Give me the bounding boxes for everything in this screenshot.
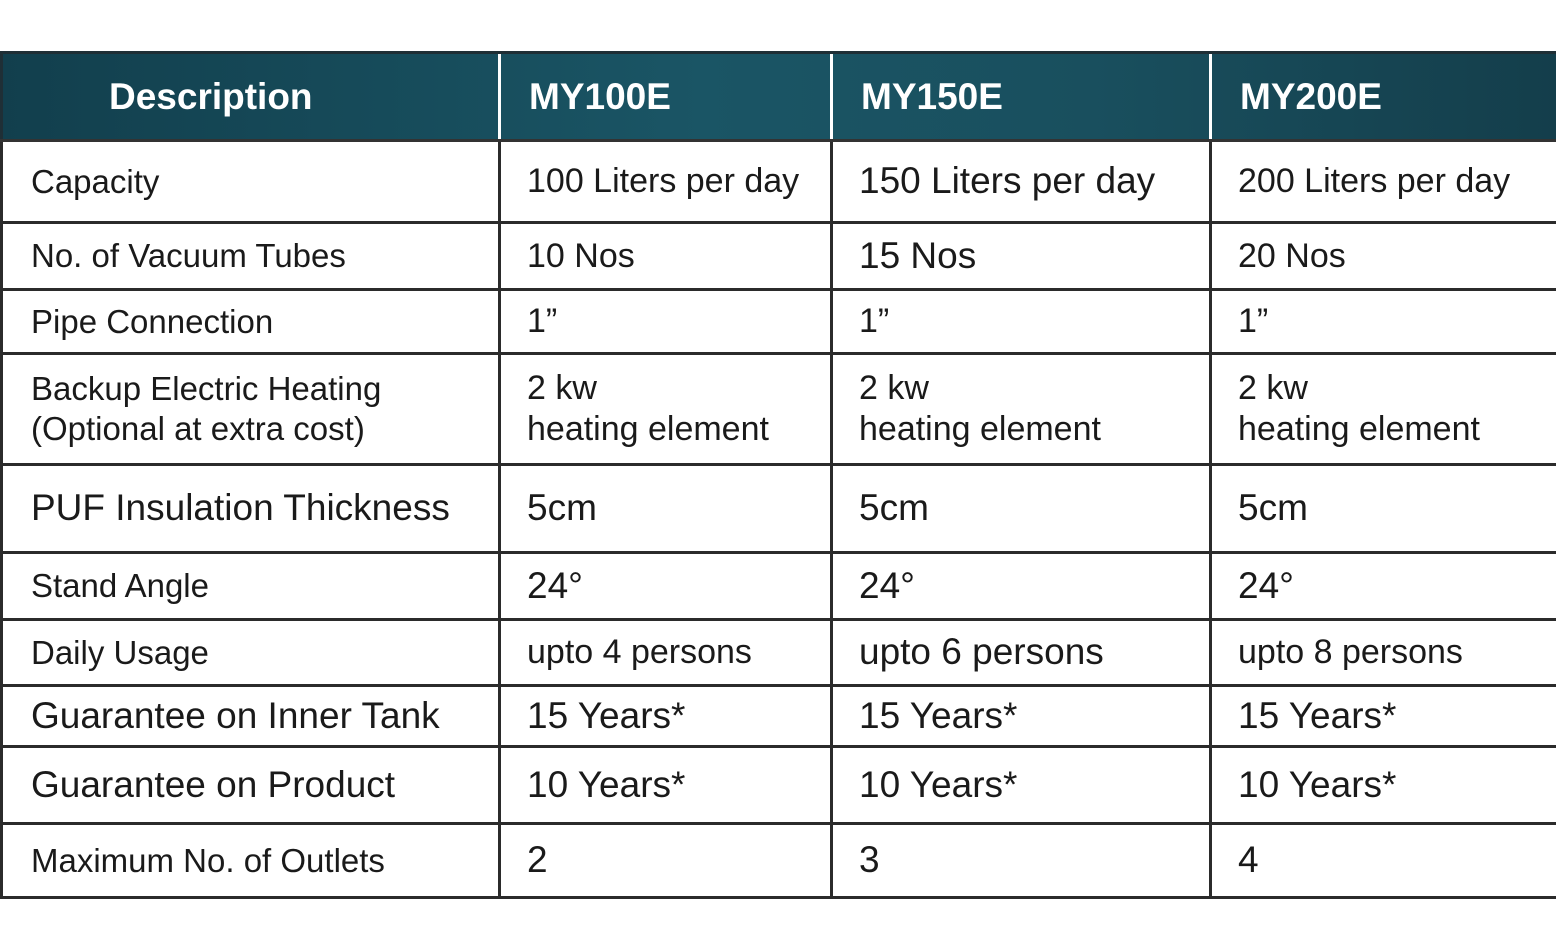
table-cell: 2 [498, 822, 833, 899]
row-label: No. of Vacuum Tubes [0, 221, 501, 291]
row-label: Capacity [0, 139, 501, 224]
table-row: Guarantee on Product 10 Years* 10 Years*… [0, 745, 1556, 825]
table-cell: 1” [498, 288, 833, 355]
row-label: Pipe Connection [0, 288, 501, 355]
table-cell: 100 Liters per day [498, 139, 833, 224]
table-row: Stand Angle 24° 24° 24° [0, 551, 1556, 621]
row-label: Daily Usage [0, 618, 501, 687]
table-cell: 1” [1209, 288, 1556, 355]
table-cell: 10 Nos [498, 221, 833, 291]
table-header: Description MY100E MY150E MY200E [0, 51, 1556, 142]
table-cell: 5cm [1209, 463, 1556, 554]
table-cell: 4 [1209, 822, 1556, 899]
table-cell: 2 kw heating element [1209, 352, 1556, 466]
table-cell: 15 Years* [498, 684, 833, 748]
table-cell: 15 Years* [830, 684, 1212, 748]
row-label: Stand Angle [0, 551, 501, 621]
table-cell: 2 kw heating element [830, 352, 1212, 466]
table-cell: 150 Liters per day [830, 139, 1212, 224]
table-cell: upto 4 persons [498, 618, 833, 687]
table-cell: 2 kw heating element [498, 352, 833, 466]
table-cell: 24° [830, 551, 1212, 621]
table-cell: 10 Years* [498, 745, 833, 825]
table-cell: upto 6 persons [830, 618, 1212, 687]
table-cell: 20 Nos [1209, 221, 1556, 291]
row-label: Guarantee on Product [0, 745, 501, 825]
row-label: Guarantee on Inner Tank [0, 684, 501, 748]
table-body: Capacity 100 Liters per day 150 Liters p… [0, 139, 1556, 899]
table-cell: 200 Liters per day [1209, 139, 1556, 224]
table-row: Guarantee on Inner Tank 15 Years* 15 Yea… [0, 684, 1556, 748]
table-row: Maximum No. of Outlets 2 3 4 [0, 822, 1556, 899]
table-row: Pipe Connection 1” 1” 1” [0, 288, 1556, 355]
table-cell: 15 Years* [1209, 684, 1556, 748]
header-model-my200e: MY200E [1209, 51, 1556, 142]
table-cell: 10 Years* [830, 745, 1212, 825]
specifications-table-container: Description MY100E MY150E MY200E Capacit… [0, 51, 1556, 899]
table-row: Capacity 100 Liters per day 150 Liters p… [0, 139, 1556, 224]
table-cell: 3 [830, 822, 1212, 899]
table-cell: 24° [498, 551, 833, 621]
table-cell: 1” [830, 288, 1212, 355]
specifications-table: Description MY100E MY150E MY200E Capacit… [0, 51, 1556, 899]
header-row: Description MY100E MY150E MY200E [0, 51, 1556, 142]
row-label: Maximum No. of Outlets [0, 822, 501, 899]
header-model-my150e: MY150E [830, 51, 1211, 142]
row-label: PUF Insulation Thickness [0, 463, 501, 554]
table-cell: 10 Years* [1209, 745, 1556, 825]
header-description: Description [0, 51, 500, 142]
header-model-my100e: MY100E [498, 51, 832, 142]
table-row: Backup Electric Heating (Optional at ext… [0, 352, 1556, 466]
row-label: Backup Electric Heating (Optional at ext… [0, 352, 501, 466]
table-row: No. of Vacuum Tubes 10 Nos 15 Nos 20 Nos [0, 221, 1556, 291]
table-row: Daily Usage upto 4 persons upto 6 person… [0, 618, 1556, 687]
table-cell: 15 Nos [830, 221, 1212, 291]
table-cell: 5cm [498, 463, 833, 554]
table-cell: 24° [1209, 551, 1556, 621]
table-cell: 5cm [830, 463, 1212, 554]
table-row: PUF Insulation Thickness 5cm 5cm 5cm [0, 463, 1556, 554]
table-cell: upto 8 persons [1209, 618, 1556, 687]
